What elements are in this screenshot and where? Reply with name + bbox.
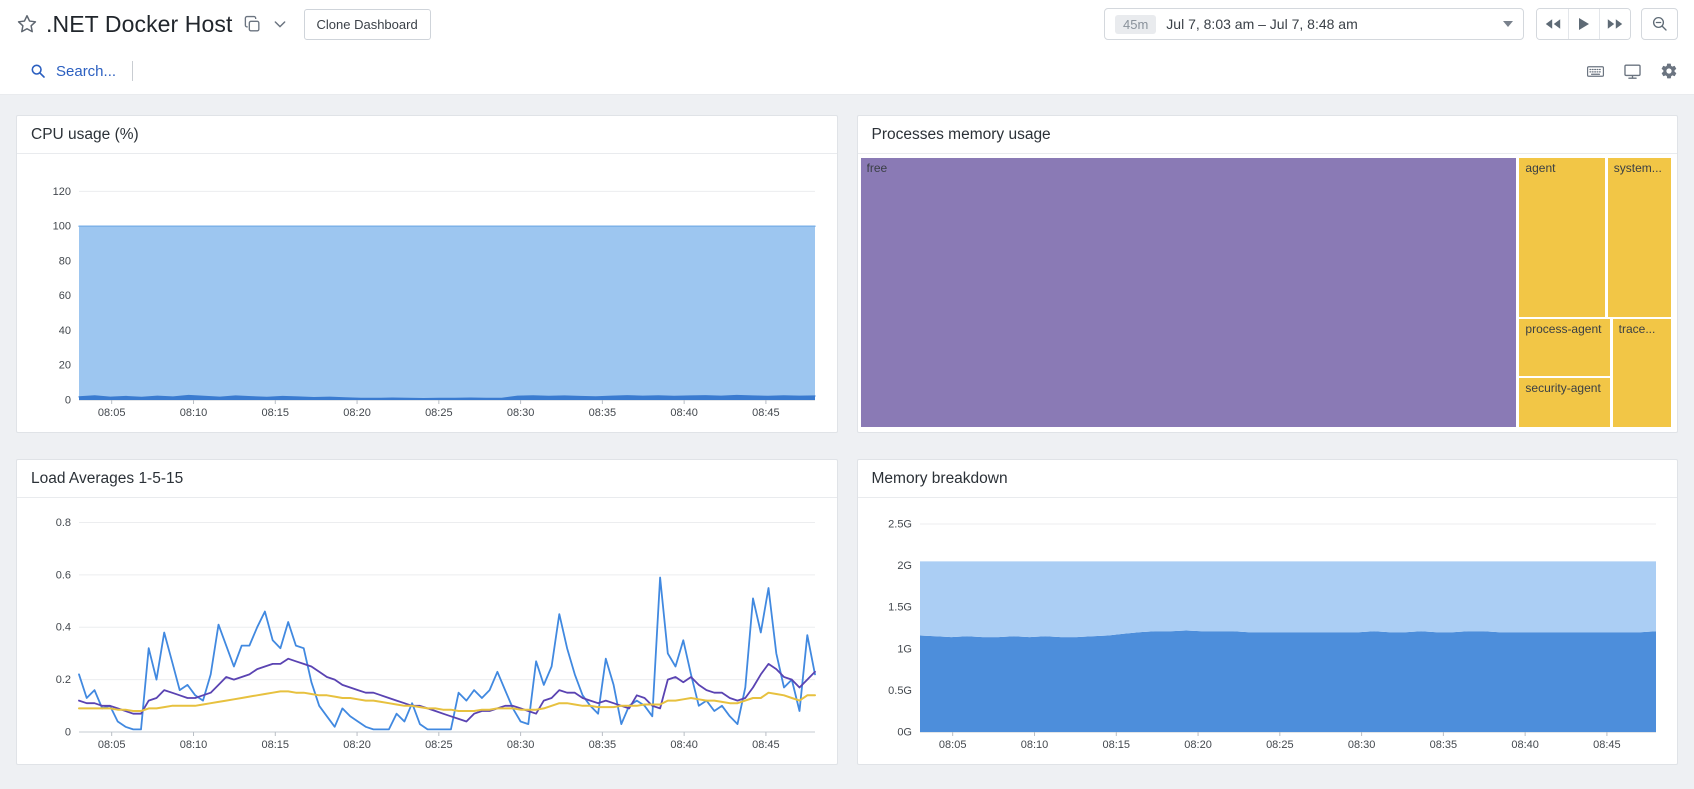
- svg-text:08:05: 08:05: [938, 739, 966, 751]
- dashboard-grid: CPU usage (%) 0 20 40 60 80 100 120 08:05 08:10 0…: [0, 95, 1694, 765]
- treemap-item-label: agent: [1525, 161, 1556, 175]
- treemap-item-label: free: [866, 161, 888, 175]
- time-range-caret-icon: [1503, 21, 1513, 27]
- time-range-selector[interactable]: 45m Jul 7, 8:03 am – Jul 7, 8:48 am: [1104, 8, 1524, 40]
- svg-text:08:25: 08:25: [425, 407, 453, 419]
- toolbar-row: Search...: [16, 48, 1678, 94]
- svg-text:08:15: 08:15: [262, 739, 290, 751]
- svg-text:40: 40: [59, 325, 71, 337]
- svg-text:08:10: 08:10: [180, 739, 208, 751]
- svg-text:08:15: 08:15: [262, 407, 290, 419]
- svg-text:08:05: 08:05: [98, 739, 126, 751]
- panel-memory-breakdown[interactable]: Memory breakdown 0G 0.5G 1G 1.5G 2G 2.5G 08:05…: [856, 459, 1678, 765]
- memory-stacked-chart[interactable]: 0G 0.5G 1G 1.5G 2G 2.5G 08:05 08:10 08:15 08:20 08…: [860, 502, 1670, 762]
- toolbar-icons: [1586, 62, 1678, 81]
- svg-text:08:45: 08:45: [1593, 739, 1621, 751]
- settings-gear-icon[interactable]: [1660, 62, 1678, 80]
- svg-text:1G: 1G: [897, 643, 912, 655]
- dashboard-title: .NET Docker Host: [46, 10, 233, 37]
- svg-text:08:35: 08:35: [589, 407, 617, 419]
- svg-text:0.8: 0.8: [56, 517, 71, 529]
- panel-cpu-title: CPU usage (%): [17, 116, 837, 154]
- treemap-item-agent[interactable]: agent: [1519, 158, 1605, 318]
- title-row: .NET Docker Host Clone Dashboard 45m Jul…: [16, 0, 1678, 48]
- panel-memory-title: Memory breakdown: [857, 460, 1677, 498]
- svg-text:08:05: 08:05: [98, 407, 126, 419]
- svg-text:08:40: 08:40: [1511, 739, 1539, 751]
- search-icon: [30, 63, 46, 79]
- svg-text:08:40: 08:40: [670, 739, 698, 751]
- svg-text:0G: 0G: [897, 727, 912, 739]
- time-nav-group: [1536, 8, 1631, 40]
- time-play-button[interactable]: [1568, 9, 1599, 39]
- svg-text:08:20: 08:20: [343, 407, 371, 419]
- svg-text:08:30: 08:30: [507, 739, 535, 751]
- svg-text:08:30: 08:30: [507, 407, 535, 419]
- svg-text:08:10: 08:10: [180, 407, 208, 419]
- svg-text:08:25: 08:25: [1266, 739, 1294, 751]
- treemap-item-process-agent[interactable]: process-agent: [1519, 319, 1611, 376]
- treemap-item-free[interactable]: free: [860, 158, 1517, 427]
- tv-mode-icon[interactable]: [1623, 62, 1642, 81]
- dashboard-header: .NET Docker Host Clone Dashboard 45m Jul…: [0, 0, 1694, 95]
- time-backward-button[interactable]: [1537, 9, 1568, 39]
- load-chart-area: 0 0.2 0.4 0.6 0.8 08:05 08:10 08:15 08:20 08:25 08…: [17, 498, 837, 764]
- time-range-duration-badge: 45m: [1115, 14, 1157, 34]
- svg-text:20: 20: [59, 360, 71, 372]
- treemap-item-label: trace...: [1618, 322, 1656, 337]
- search-input[interactable]: Search...: [56, 62, 117, 80]
- panel-load-averages[interactable]: Load Averages 1-5-15 0 0.2 0.4 0.6 0.8 08:05 0…: [16, 459, 838, 765]
- cpu-chart-area: 0 20 40 60 80 100 120 08:05 08:10 08:15 08:20 08:25…: [17, 154, 837, 432]
- svg-text:120: 120: [53, 186, 71, 198]
- title-chevron-down-icon[interactable]: [272, 16, 288, 32]
- cpu-area-chart[interactable]: 0 20 40 60 80 100 120 08:05 08:10 08:15 08:20 08:25…: [19, 158, 829, 430]
- svg-text:60: 60: [59, 290, 71, 302]
- svg-text:08:10: 08:10: [1020, 739, 1048, 751]
- favorite-star-icon[interactable]: [16, 13, 38, 35]
- treemap-item-trace[interactable]: trace...: [1612, 319, 1671, 427]
- svg-text:08:20: 08:20: [343, 739, 371, 751]
- processes-treemap[interactable]: free agent system... process-agent trace... s…: [860, 158, 1672, 427]
- svg-text:0: 0: [65, 395, 71, 407]
- svg-text:0.2: 0.2: [56, 674, 71, 686]
- treemap-item-label: system...: [1613, 161, 1662, 175]
- panel-processes-title: Processes memory usage: [857, 116, 1677, 154]
- svg-text:0.6: 0.6: [56, 569, 71, 581]
- treemap-item-label: security-agent: [1525, 380, 1601, 395]
- time-range-label: Jul 7, 8:03 am – Jul 7, 8:48 am: [1166, 16, 1358, 32]
- svg-text:80: 80: [59, 255, 71, 267]
- zoom-out-button[interactable]: [1641, 8, 1678, 40]
- svg-text:2.5G: 2.5G: [888, 518, 912, 530]
- svg-text:08:35: 08:35: [589, 739, 617, 751]
- svg-text:1.5G: 1.5G: [888, 602, 912, 614]
- svg-text:08:15: 08:15: [1102, 739, 1130, 751]
- svg-text:08:30: 08:30: [1347, 739, 1375, 751]
- search-cursor-divider: [132, 61, 134, 81]
- svg-text:0.5G: 0.5G: [888, 685, 912, 697]
- svg-text:08:35: 08:35: [1429, 739, 1457, 751]
- panel-load-title: Load Averages 1-5-15: [17, 460, 837, 498]
- treemap-item-system[interactable]: system...: [1607, 158, 1671, 318]
- svg-text:100: 100: [53, 221, 71, 233]
- svg-text:08:25: 08:25: [425, 739, 453, 751]
- svg-text:08:20: 08:20: [1184, 739, 1212, 751]
- svg-text:0: 0: [65, 727, 71, 739]
- load-line-chart[interactable]: 0 0.2 0.4 0.6 0.8 08:05 08:10 08:15 08:20 08:25 08…: [19, 502, 829, 762]
- svg-text:0.4: 0.4: [56, 622, 71, 634]
- treemap-item-label: process-agent: [1525, 322, 1602, 337]
- copy-dashboard-icon[interactable]: [243, 15, 262, 34]
- svg-text:08:40: 08:40: [670, 407, 698, 419]
- svg-text:2G: 2G: [897, 560, 912, 572]
- svg-text:08:45: 08:45: [752, 739, 780, 751]
- memory-chart-area: 0G 0.5G 1G 1.5G 2G 2.5G 08:05 08:10 08:15 08:20 08…: [858, 498, 1678, 764]
- treemap-item-security-agent[interactable]: security-agent: [1519, 377, 1611, 427]
- treemap-chart-area: free agent system... process-agent trace... s…: [858, 154, 1678, 432]
- panel-cpu-usage[interactable]: CPU usage (%) 0 20 40 60 80 100 120 08:05 08:10 0…: [16, 115, 838, 433]
- svg-text:08:45: 08:45: [752, 407, 780, 419]
- keyboard-shortcuts-icon[interactable]: [1586, 62, 1605, 81]
- clone-dashboard-button[interactable]: Clone Dashboard: [303, 8, 431, 40]
- time-forward-button[interactable]: [1599, 9, 1630, 39]
- panel-processes-memory[interactable]: Processes memory usage free agent system..…: [856, 115, 1678, 433]
